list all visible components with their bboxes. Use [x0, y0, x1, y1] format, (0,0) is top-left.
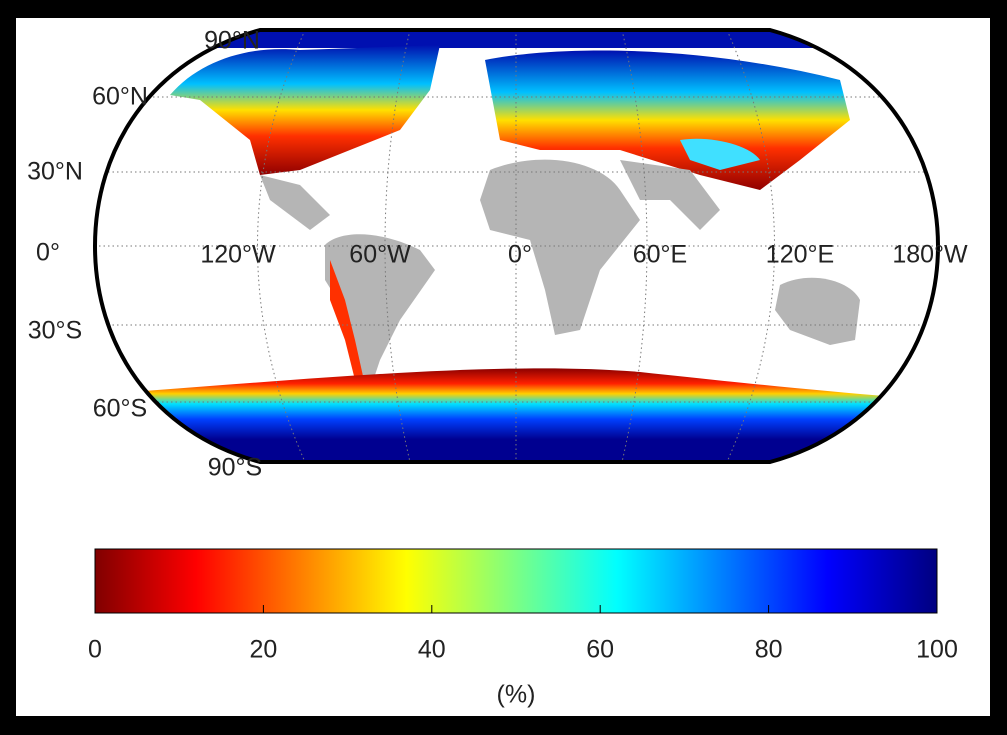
lat-label: 90°N	[204, 27, 260, 55]
lon-label: 60°W	[349, 241, 411, 269]
south-asia	[620, 160, 720, 230]
colorbar-tick-label: 60	[586, 636, 614, 664]
lon-label: 60°E	[633, 241, 687, 269]
lat-label: 0°	[36, 239, 60, 267]
colorbar-tick-label: 40	[418, 636, 446, 664]
eurasia	[485, 50, 850, 190]
australia	[775, 277, 860, 345]
andes	[330, 260, 365, 385]
colorbar-tick-label: 100	[916, 636, 958, 664]
map-frame	[92, 28, 941, 464]
central-america	[260, 175, 330, 230]
south-america	[325, 234, 435, 390]
lat-label: 30°N	[27, 158, 83, 186]
north-america	[170, 45, 440, 175]
lat-label: 60°S	[93, 395, 147, 423]
colorbar-tick-label: 0	[88, 636, 102, 664]
colorbar-tick-label: 20	[249, 636, 277, 664]
colorbar	[94, 548, 938, 614]
lon-label: 120°W	[200, 241, 276, 269]
graticule	[384, 30, 411, 462]
lat-label: 30°S	[28, 317, 82, 345]
graticule	[621, 30, 648, 462]
map	[95, 30, 938, 462]
lon-label: 0°	[508, 241, 532, 269]
antarctica	[95, 368, 938, 462]
lon-label: 120°E	[766, 241, 834, 269]
graticule	[726, 30, 775, 462]
colorbar-tick-label: 80	[755, 636, 783, 664]
colorbar-label: (%)	[497, 681, 536, 709]
lat-label: 60°N	[92, 83, 148, 111]
lon-label: 180°W	[892, 241, 968, 269]
africa	[480, 159, 640, 335]
graticule	[257, 30, 306, 462]
tibet	[680, 138, 760, 170]
lat-label: 90°S	[208, 454, 262, 482]
